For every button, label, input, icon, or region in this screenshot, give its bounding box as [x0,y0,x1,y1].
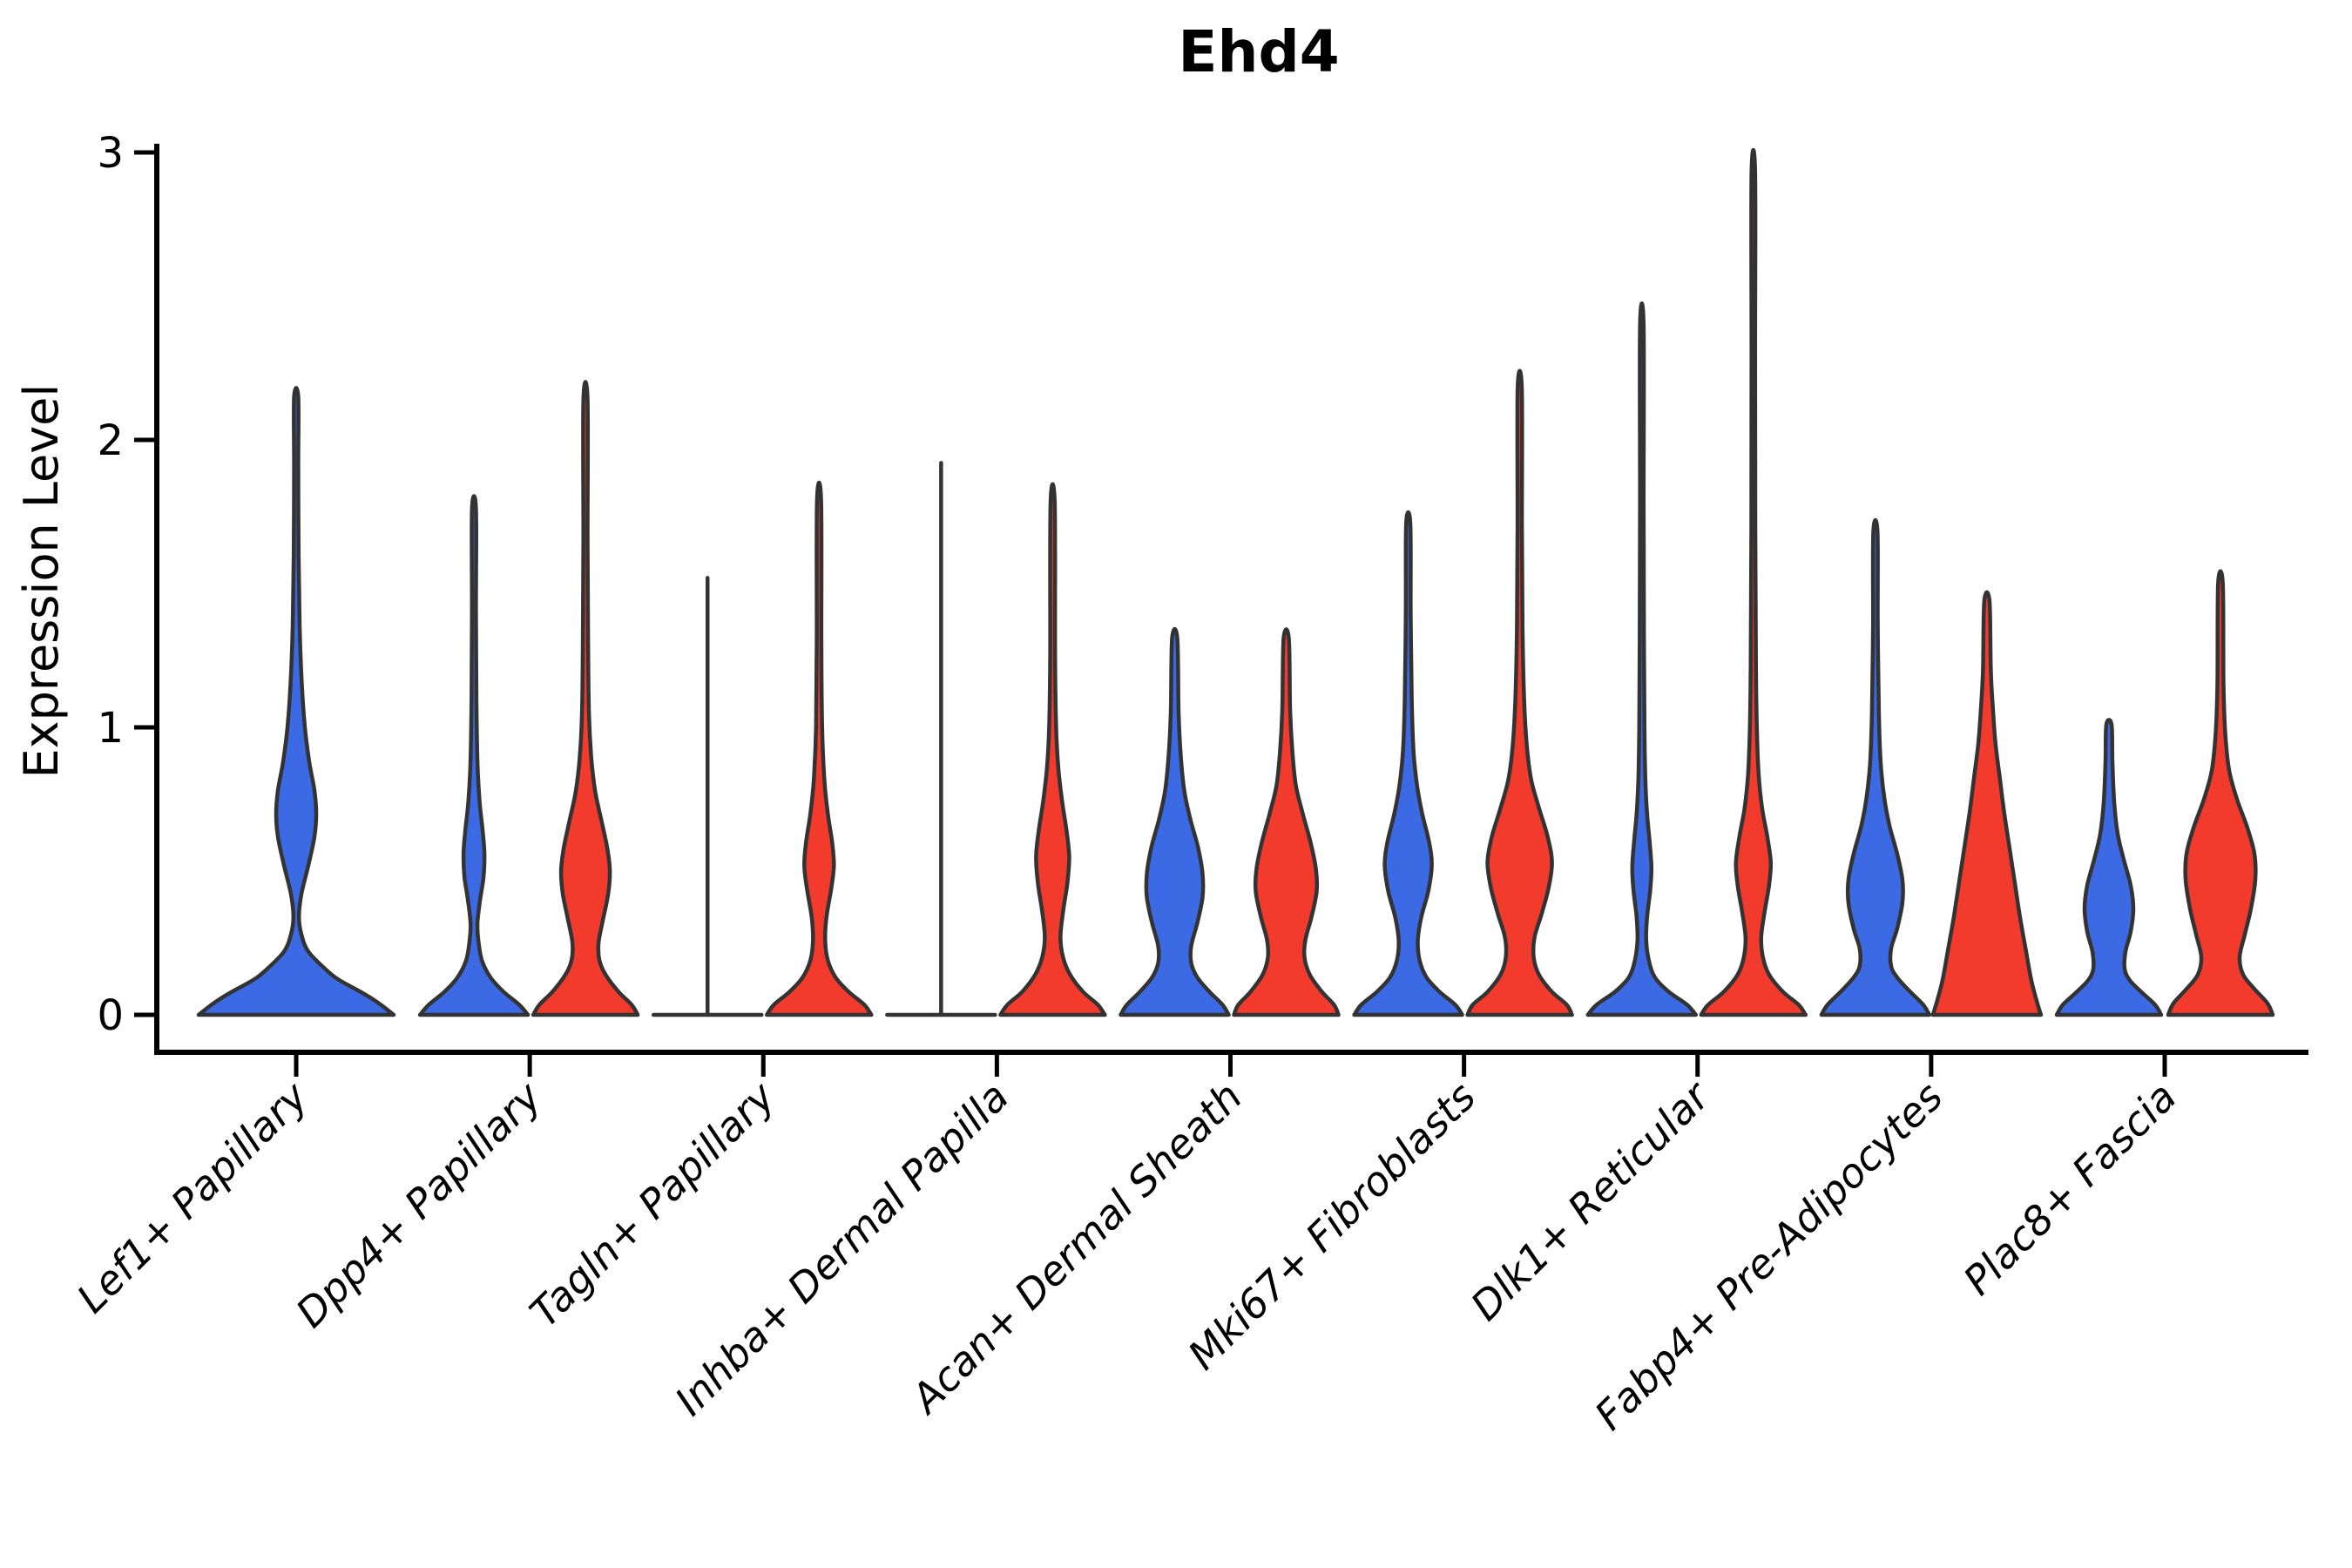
y-tick-label: 2 [97,416,124,465]
y-axis-label: Expression Level [14,384,69,779]
violin-dpp4-papillary-blue [417,494,531,1017]
x-tick-label-lef1-papillary: Lef1+ Papillary [68,1072,317,1321]
violin-mki67-fibroblasts-red [1465,368,1574,1017]
violin-plac8-fascia-blue [2054,718,2164,1017]
axes-layer: 0 1 2 3 [97,129,2308,1077]
violin-plac8-fascia-red [2166,569,2275,1017]
violin-layer [196,148,2275,1017]
y-tick-label: 0 [97,991,124,1040]
violin-inhba-dermal-papilla-red [998,482,1107,1017]
violin-fabp4-pre-adipocytes-blue [1819,517,1932,1017]
violin-mki67-fibroblasts-blue [1352,510,1464,1017]
violin-fabp4-pre-adipocytes-red [1930,590,2044,1017]
violin-dpp4-papillary-red [531,380,640,1017]
violin-acan-dermal-sheath-blue [1119,626,1231,1017]
x-tick-label-dpp4-papillary: Dpp4+ Papillary [287,1072,551,1336]
x-tick-label-tagln-papillary: Tagln+ Papillary [521,1072,785,1336]
violin-dlk1-reticular-red [1699,148,1808,1017]
chart-title: Ehd4 [1178,18,1339,85]
violin-dlk1-reticular-blue [1585,301,1699,1017]
x-tick-label-plac8-fascia: Plac8+ Fascia [1954,1073,2185,1304]
y-tick-label: 1 [97,704,124,753]
y-tick-label: 3 [97,129,124,178]
x-tick-label-dlk1-reticular: Dlk1+ Reticular [1462,1071,1720,1329]
violin-lef1-papillary-blue [196,385,396,1017]
violin-tagln-papillary-red [765,480,874,1017]
violin-acan-dermal-sheath-red [1232,627,1341,1017]
